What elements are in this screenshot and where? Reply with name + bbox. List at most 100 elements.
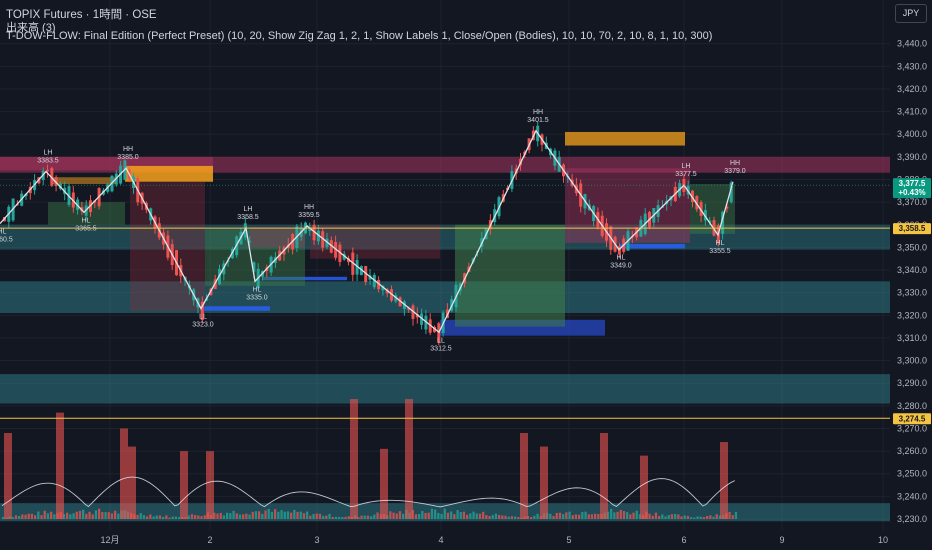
candle-body xyxy=(325,238,329,248)
volume-bar xyxy=(485,514,488,519)
volume-bar xyxy=(114,510,117,519)
demand-zone-band xyxy=(0,374,890,404)
volume-bar xyxy=(418,513,421,519)
zigzag-label: HL xyxy=(716,240,725,247)
volume-indicator-title[interactable]: 出来高 (3) xyxy=(6,22,56,34)
volume-bar xyxy=(66,512,69,519)
volume-bar xyxy=(450,511,453,519)
level-badge-3358 xyxy=(893,223,931,235)
time-axis[interactable]: 12月 2 3 4 5 6 9 10 xyxy=(100,535,888,545)
volume-bar xyxy=(226,512,229,519)
volume-bar xyxy=(472,511,475,519)
volume-bar xyxy=(402,513,405,519)
volume-bar xyxy=(72,513,75,519)
volume-bar xyxy=(616,511,619,519)
volume-bar xyxy=(328,513,331,519)
volume-bar xyxy=(82,509,85,519)
zigzag-price: 3385.0 xyxy=(117,154,139,161)
volume-bar xyxy=(197,515,200,519)
volume-bar xyxy=(398,511,402,519)
demand-zone-band xyxy=(0,281,890,314)
candle-body xyxy=(699,202,703,216)
volume-bar xyxy=(136,514,139,519)
volume-bar xyxy=(638,514,642,519)
volume-bars xyxy=(1,399,738,519)
volume-spike-bar xyxy=(128,446,136,519)
symbol-title[interactable]: TOPIX Futures · 1時間 · OSE xyxy=(6,9,157,21)
volume-bar xyxy=(613,512,616,519)
volume-bar xyxy=(152,516,155,519)
volume-spike-bar xyxy=(350,399,358,519)
volume-bar xyxy=(619,509,622,519)
volume-bar xyxy=(229,513,232,519)
volume-bar xyxy=(344,516,347,519)
zigzag-price: 3360.5 xyxy=(0,237,13,244)
order-block-zone xyxy=(200,306,270,311)
order-block-zone xyxy=(262,276,347,281)
price-tick-label: 3,310.0 xyxy=(897,333,927,343)
volume-bar xyxy=(581,511,584,519)
volume-bar xyxy=(178,517,181,519)
price-tick-label: 3,330.0 xyxy=(897,288,927,298)
price-axis[interactable]: 3,230.0 3,240.0 3,250.0 3,260.0 3,270.0 3,280… xyxy=(890,0,932,530)
time-tick-label: 5 xyxy=(566,535,571,545)
candle-body xyxy=(381,285,385,291)
volume-spike-bar xyxy=(540,446,548,519)
volume-bar xyxy=(24,514,27,519)
volume-bar xyxy=(376,512,379,519)
horizontal-levels xyxy=(0,184,890,419)
candle-body xyxy=(721,211,725,234)
volume-bar xyxy=(424,512,427,519)
volume-bar xyxy=(290,512,293,519)
volume-spike-bar xyxy=(520,432,528,519)
zigzag-price: 3379.0 xyxy=(724,168,746,175)
volume-bar xyxy=(50,511,53,519)
zigzag-label: LH xyxy=(244,206,253,213)
volume-bar xyxy=(683,515,686,519)
bull-fill-zone xyxy=(455,224,565,327)
price-tick-label: 3,440.0 xyxy=(897,39,927,49)
volume-bar xyxy=(590,514,594,519)
volume-spike-bar xyxy=(120,428,128,519)
level-badge-3358-text: 3,358.5 xyxy=(899,224,926,233)
dow-flow-indicator-title[interactable]: T-DOW-FLOW: Final Edition (Perfect Prese… xyxy=(6,30,713,42)
bear-fill-zone xyxy=(310,224,440,259)
volume-bar xyxy=(501,515,504,519)
volume-bar xyxy=(315,513,318,519)
volume-bar xyxy=(302,513,306,519)
volume-bar xyxy=(680,516,683,519)
volume-bar xyxy=(194,514,197,519)
volume-bar xyxy=(648,513,651,519)
volume-bar xyxy=(686,515,690,519)
price-badges: 3,377.5+0.43% 3,358.5 3,274.5 xyxy=(893,178,931,425)
volume-bar xyxy=(94,510,98,519)
volume-bar xyxy=(709,515,712,519)
currency-button[interactable]: JPY xyxy=(895,4,927,23)
time-tick-label: 4 xyxy=(438,535,443,545)
volume-bar xyxy=(715,514,718,519)
volume-bar xyxy=(155,515,158,519)
volume-bar xyxy=(635,510,638,519)
volume-bar xyxy=(242,514,245,519)
volume-bar xyxy=(270,511,274,519)
level-badge-3274 xyxy=(893,413,931,425)
volume-bar xyxy=(363,515,366,519)
volume-bar xyxy=(594,513,597,519)
volume-bar xyxy=(498,514,501,519)
zigzag-label: LL xyxy=(199,314,207,321)
demand-zone-band xyxy=(0,224,890,250)
volume-bar xyxy=(658,515,661,519)
zigzag-price: 3312.5 xyxy=(430,345,452,352)
zigzag-label: HL xyxy=(82,217,91,224)
volume-bar xyxy=(110,513,114,519)
volume-bar xyxy=(165,515,168,519)
volume-bar xyxy=(562,514,565,519)
candle-body xyxy=(321,231,325,248)
zigzag-price: 3349.0 xyxy=(610,263,632,270)
volume-bar xyxy=(293,509,296,519)
volume-bar xyxy=(421,510,424,519)
volume-bar xyxy=(267,508,270,519)
volume-bar xyxy=(530,517,533,519)
zigzag-price: 3359.5 xyxy=(298,212,320,219)
